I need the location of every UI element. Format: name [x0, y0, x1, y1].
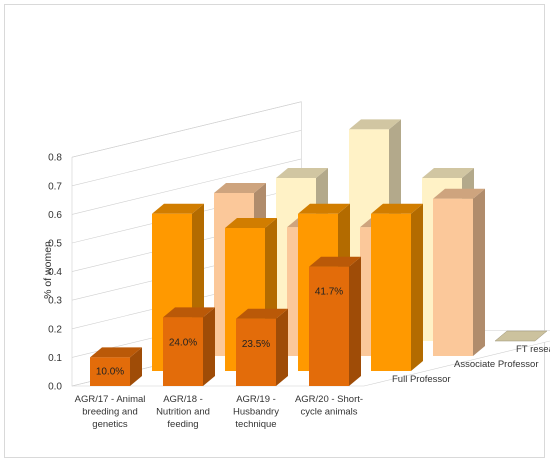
- data-label: 10.0%: [96, 367, 124, 378]
- series-label: Full Professor: [392, 374, 451, 385]
- y-tick-label: 0.6: [48, 210, 62, 221]
- category-label: AGR/19 -Husbandry technique: [233, 394, 279, 430]
- tick-labels: 0.0 0.1 0.2 0.3 0.4 0.5 0.6 0.7 0.8: [48, 153, 62, 393]
- bar-full-professor-2: [163, 307, 215, 386]
- bar-ft-researcher-b-4: [433, 188, 485, 356]
- bars: [90, 119, 548, 386]
- data-label: 24.0%: [169, 337, 197, 348]
- bar-full-professor-1: [90, 347, 142, 386]
- gridline: [71, 101, 302, 158]
- category-label: AGR/20 - Short-cycle animals: [295, 394, 363, 418]
- y-tick-label: 0.5: [48, 239, 62, 250]
- category-label: AGR/18 -Nutrition and feeding: [156, 394, 210, 430]
- series-label: Associate Professor: [454, 359, 538, 370]
- gridline: [71, 130, 302, 187]
- data-labels: 10.0% 24.0% 23.5% 41.7%: [96, 287, 343, 378]
- y-tick-label: 0.8: [48, 153, 62, 164]
- gridline: [71, 158, 302, 215]
- category-labels: AGR/17 - Animal breeding and genetics AGR/1…: [75, 394, 363, 430]
- data-label: 41.7%: [315, 287, 343, 298]
- y-tick-label: 0.7: [48, 181, 62, 192]
- bar-ft-researcher-a-4: [494, 330, 548, 342]
- bar-associate-professor-4: [371, 203, 423, 371]
- category-label: AGR/17 - Animal breeding and genetics: [75, 394, 146, 430]
- y-tick-label: 0.3: [48, 296, 62, 307]
- y-axis-label: % of women: [42, 241, 54, 299]
- data-label: 23.5%: [242, 339, 270, 350]
- y-tick-label: 0.0: [48, 382, 62, 393]
- y-tick-label: 0.4: [48, 267, 62, 278]
- bar-full-professor-3: [236, 308, 288, 386]
- y-tick-label: 0.2: [48, 324, 62, 335]
- bar-full-professor-4: [309, 256, 361, 386]
- series-label: FT researcher B: [516, 344, 550, 355]
- y-tick-label: 0.1: [48, 353, 62, 364]
